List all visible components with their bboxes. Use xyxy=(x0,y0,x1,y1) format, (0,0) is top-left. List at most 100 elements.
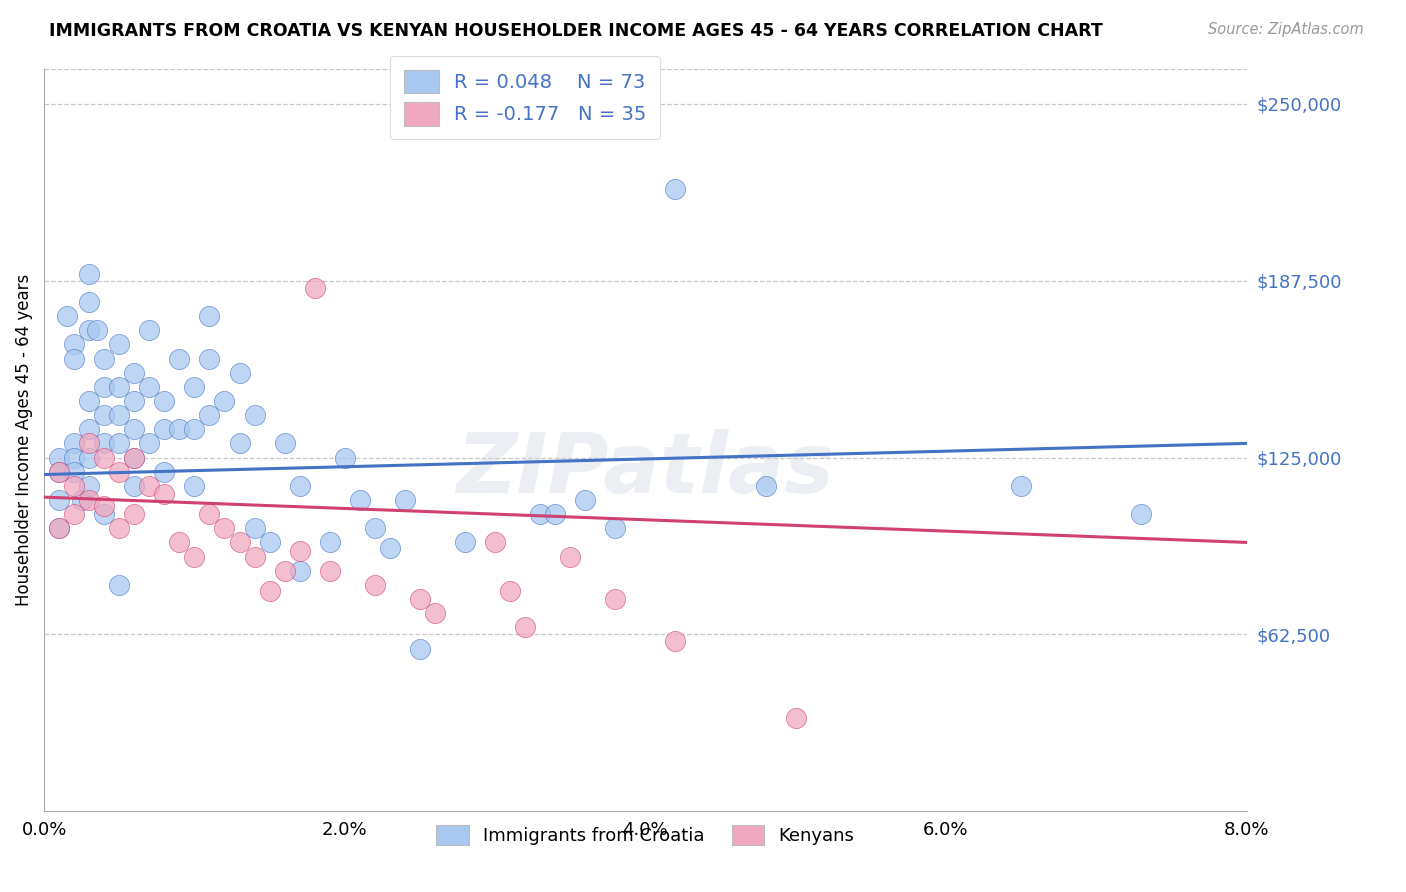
Point xyxy=(77,436,100,450)
Point xyxy=(77,422,100,436)
Point xyxy=(124,450,146,465)
Point xyxy=(48,450,70,465)
Text: Source: ZipAtlas.com: Source: ZipAtlas.com xyxy=(1208,22,1364,37)
Point xyxy=(259,535,281,549)
Point xyxy=(93,499,115,513)
Point xyxy=(55,309,77,323)
Point xyxy=(108,408,131,422)
Point xyxy=(318,535,340,549)
Point xyxy=(183,380,205,394)
Point xyxy=(378,541,401,555)
Point xyxy=(108,578,131,592)
Point xyxy=(169,535,191,549)
Point xyxy=(77,393,100,408)
Point xyxy=(304,281,326,295)
Point xyxy=(259,583,281,598)
Point xyxy=(664,634,686,648)
Point xyxy=(605,592,627,607)
Point xyxy=(364,521,387,535)
Point xyxy=(214,393,236,408)
Point xyxy=(423,606,446,620)
Point xyxy=(124,422,146,436)
Point xyxy=(63,337,86,351)
Point xyxy=(93,351,115,366)
Point xyxy=(93,436,115,450)
Point xyxy=(93,408,115,422)
Point xyxy=(153,465,176,479)
Point xyxy=(228,436,250,450)
Point xyxy=(138,380,160,394)
Point xyxy=(664,182,686,196)
Point xyxy=(273,436,295,450)
Point xyxy=(394,493,416,508)
Point xyxy=(93,450,115,465)
Point xyxy=(108,521,131,535)
Point xyxy=(333,450,356,465)
Point xyxy=(77,493,100,508)
Point xyxy=(48,521,70,535)
Point xyxy=(169,422,191,436)
Point xyxy=(273,564,295,578)
Point xyxy=(138,323,160,337)
Point xyxy=(574,493,596,508)
Point xyxy=(138,479,160,493)
Point xyxy=(153,487,176,501)
Point xyxy=(124,393,146,408)
Point xyxy=(70,493,93,508)
Point xyxy=(48,493,70,508)
Point xyxy=(544,507,567,521)
Point xyxy=(77,267,100,281)
Point xyxy=(755,479,778,493)
Point xyxy=(228,535,250,549)
Point xyxy=(529,507,551,521)
Point xyxy=(409,641,432,656)
Point xyxy=(93,507,115,521)
Point xyxy=(124,479,146,493)
Point xyxy=(198,351,221,366)
Point xyxy=(93,380,115,394)
Point xyxy=(605,521,627,535)
Point xyxy=(364,578,387,592)
Point xyxy=(243,408,266,422)
Legend: Immigrants from Croatia, Kenyans: Immigrants from Croatia, Kenyans xyxy=(427,816,863,855)
Point xyxy=(243,549,266,564)
Point xyxy=(1010,479,1032,493)
Point xyxy=(77,479,100,493)
Point xyxy=(77,294,100,309)
Point xyxy=(409,592,432,607)
Text: IMMIGRANTS FROM CROATIA VS KENYAN HOUSEHOLDER INCOME AGES 45 - 64 YEARS CORRELAT: IMMIGRANTS FROM CROATIA VS KENYAN HOUSEH… xyxy=(49,22,1102,40)
Point xyxy=(124,507,146,521)
Point xyxy=(560,549,582,564)
Point xyxy=(183,549,205,564)
Point xyxy=(48,521,70,535)
Point xyxy=(228,366,250,380)
Point xyxy=(183,479,205,493)
Point xyxy=(153,393,176,408)
Point xyxy=(108,436,131,450)
Y-axis label: Householder Income Ages 45 - 64 years: Householder Income Ages 45 - 64 years xyxy=(15,274,32,606)
Point xyxy=(288,544,311,558)
Point xyxy=(1130,507,1153,521)
Point xyxy=(48,465,70,479)
Point xyxy=(77,450,100,465)
Point xyxy=(288,564,311,578)
Point xyxy=(484,535,506,549)
Point xyxy=(198,408,221,422)
Point xyxy=(108,380,131,394)
Point xyxy=(63,479,86,493)
Point xyxy=(138,436,160,450)
Point xyxy=(86,323,108,337)
Point xyxy=(243,521,266,535)
Point xyxy=(63,465,86,479)
Point xyxy=(48,465,70,479)
Point xyxy=(454,535,477,549)
Point xyxy=(198,309,221,323)
Text: ZIPatlas: ZIPatlas xyxy=(457,429,834,510)
Point xyxy=(349,493,371,508)
Point xyxy=(63,436,86,450)
Point xyxy=(183,422,205,436)
Point xyxy=(169,351,191,366)
Point xyxy=(108,465,131,479)
Point xyxy=(288,479,311,493)
Point xyxy=(214,521,236,535)
